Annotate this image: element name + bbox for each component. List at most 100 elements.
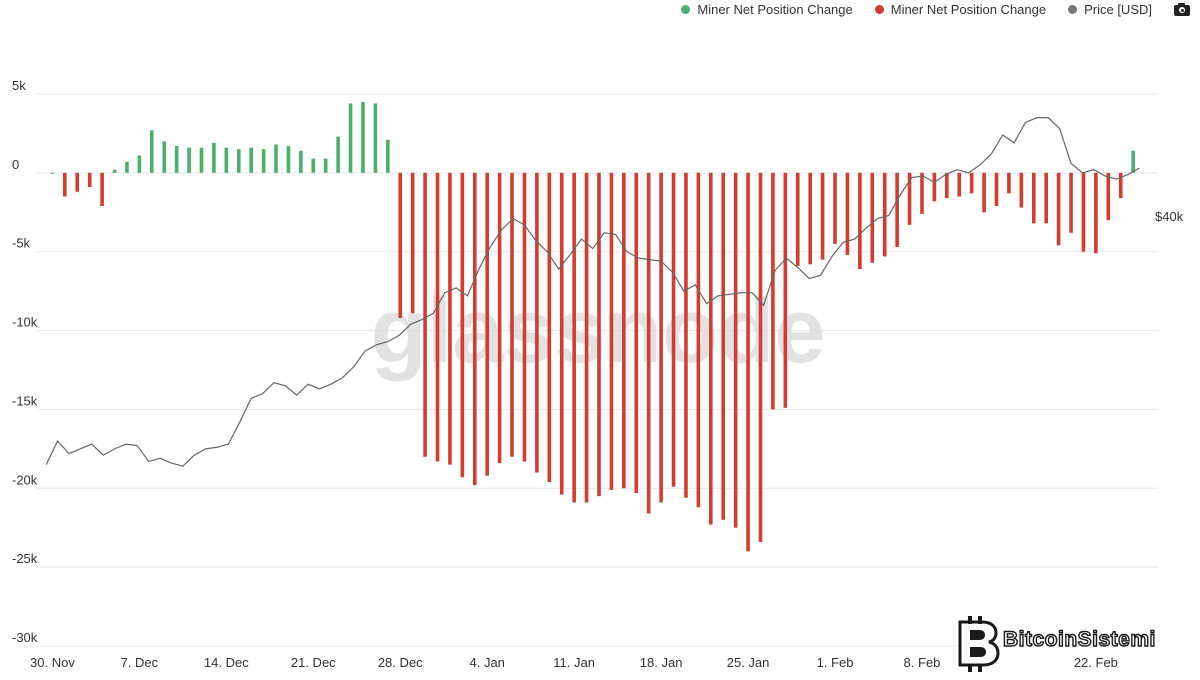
bar-negative [920,172,924,214]
bar-negative [684,172,688,498]
bar-positive [224,147,229,173]
bar-negative [63,172,67,197]
x-tick-label: 1. Feb [817,655,854,670]
bar-negative [870,172,875,263]
bar-positive [174,146,179,173]
bar-negative [1056,172,1061,246]
x-axis-ticks: 30. Nov 7. Dec 14. Dec 21. Dec 28. Dec 4. Jan… [30,655,1118,670]
x-tick-label: 7. Dec [121,655,159,670]
bar-negative [1069,172,1073,233]
bar-negative [758,172,763,542]
bar-negative [559,172,564,495]
bar-negative [100,172,104,206]
x-tick-label: 14. Dec [204,655,249,670]
legend-label-price: Price [USD] [1084,2,1152,17]
bar-negative [1081,172,1086,252]
right-axis-price-label: $40k [1155,209,1184,224]
bar-negative [448,172,452,465]
bar-positive [125,161,129,173]
bar-positive [112,169,117,173]
bar-negative [522,172,527,462]
y-tick-label: -5k [12,236,31,251]
bar-negative [646,172,651,514]
bar-negative [460,172,465,478]
bar-negative [435,172,440,462]
bar-negative [945,172,949,199]
bar-negative [485,172,489,476]
bar-negative [547,172,552,482]
bar-negative [410,172,415,314]
bar-negative [994,172,999,206]
bar-negative [969,172,974,194]
bar-negative [622,172,626,489]
bar-negative [858,172,862,270]
bar-positive [199,147,204,173]
camera-icon[interactable] [1174,3,1190,16]
legend-item-price[interactable]: Price [USD] [1068,2,1152,17]
bar-negative [1106,172,1111,221]
y-tick-label: -15k [12,393,38,408]
legend-label-negative: Miner Net Position Change [890,2,1047,17]
bar-negative [808,172,812,265]
x-tick-label: 21. Dec [291,655,336,670]
bar-negative [1094,172,1098,254]
bar-positive [361,101,365,173]
bar-positive [286,146,291,173]
legend-item-positive[interactable]: Miner Net Position Change [681,2,853,17]
bar-positive [348,103,353,173]
bar-positive [311,158,316,173]
bitcoinsistemi-logo-icon [952,616,1002,677]
bar-negative [584,172,589,503]
bar-positive [1131,150,1135,173]
y-tick-label: -25k [12,551,38,566]
gridlines [36,93,1158,647]
bar-negative [659,172,663,503]
legend-dot-red [874,5,884,14]
bar-positive [386,139,390,173]
x-tick-label: 18. Jan [640,655,683,670]
legend-dot-grey [1068,5,1078,14]
y-tick-label: 5k [12,78,26,93]
legend-label-positive: Miner Net Position Change [697,2,853,17]
bar-negative [597,172,601,497]
bar-negative [733,172,738,528]
bar-positive [373,103,378,173]
bar-negative [709,172,713,525]
x-tick-label: 11. Jan [553,655,595,670]
bar-negative [820,172,825,260]
bar-negative [75,172,80,192]
y-tick-label: 0 [12,157,19,172]
y-axis-ticks: 5k 0 -5k -10k -15k -20k -25k -30k [12,78,38,645]
bar-negative [845,172,850,255]
bar-positive [150,130,154,173]
legend-dot-green [681,5,691,14]
bar-negative [833,172,837,244]
bar-negative [671,172,676,487]
bar-negative [572,172,576,503]
bar-positive [336,136,340,173]
bar-positive [212,142,216,173]
bar-negative [696,172,701,508]
y-tick-label: -20k [12,472,38,487]
x-tick-label: 25. Jan [727,655,770,670]
bar-negative [87,172,92,188]
bar-negative [771,172,775,410]
price-line [45,117,1140,467]
bar-positive [274,144,278,173]
bar-negative [932,172,937,202]
bar-negative [423,172,427,457]
camera-lens-center [1180,8,1184,12]
bar-positive [299,150,303,173]
bar-negative [1019,172,1024,208]
bar-negative [1044,172,1048,224]
bar-negative [907,172,912,225]
bar-negative [982,172,986,213]
legend-item-negative[interactable]: Miner Net Position Change [874,2,1047,17]
bar-positive [162,141,167,173]
bar-positive [249,147,253,173]
bar-negative [795,172,800,266]
bar-positive [261,149,266,173]
x-tick-label: 4. Jan [469,655,504,670]
bar-negative [746,172,750,552]
